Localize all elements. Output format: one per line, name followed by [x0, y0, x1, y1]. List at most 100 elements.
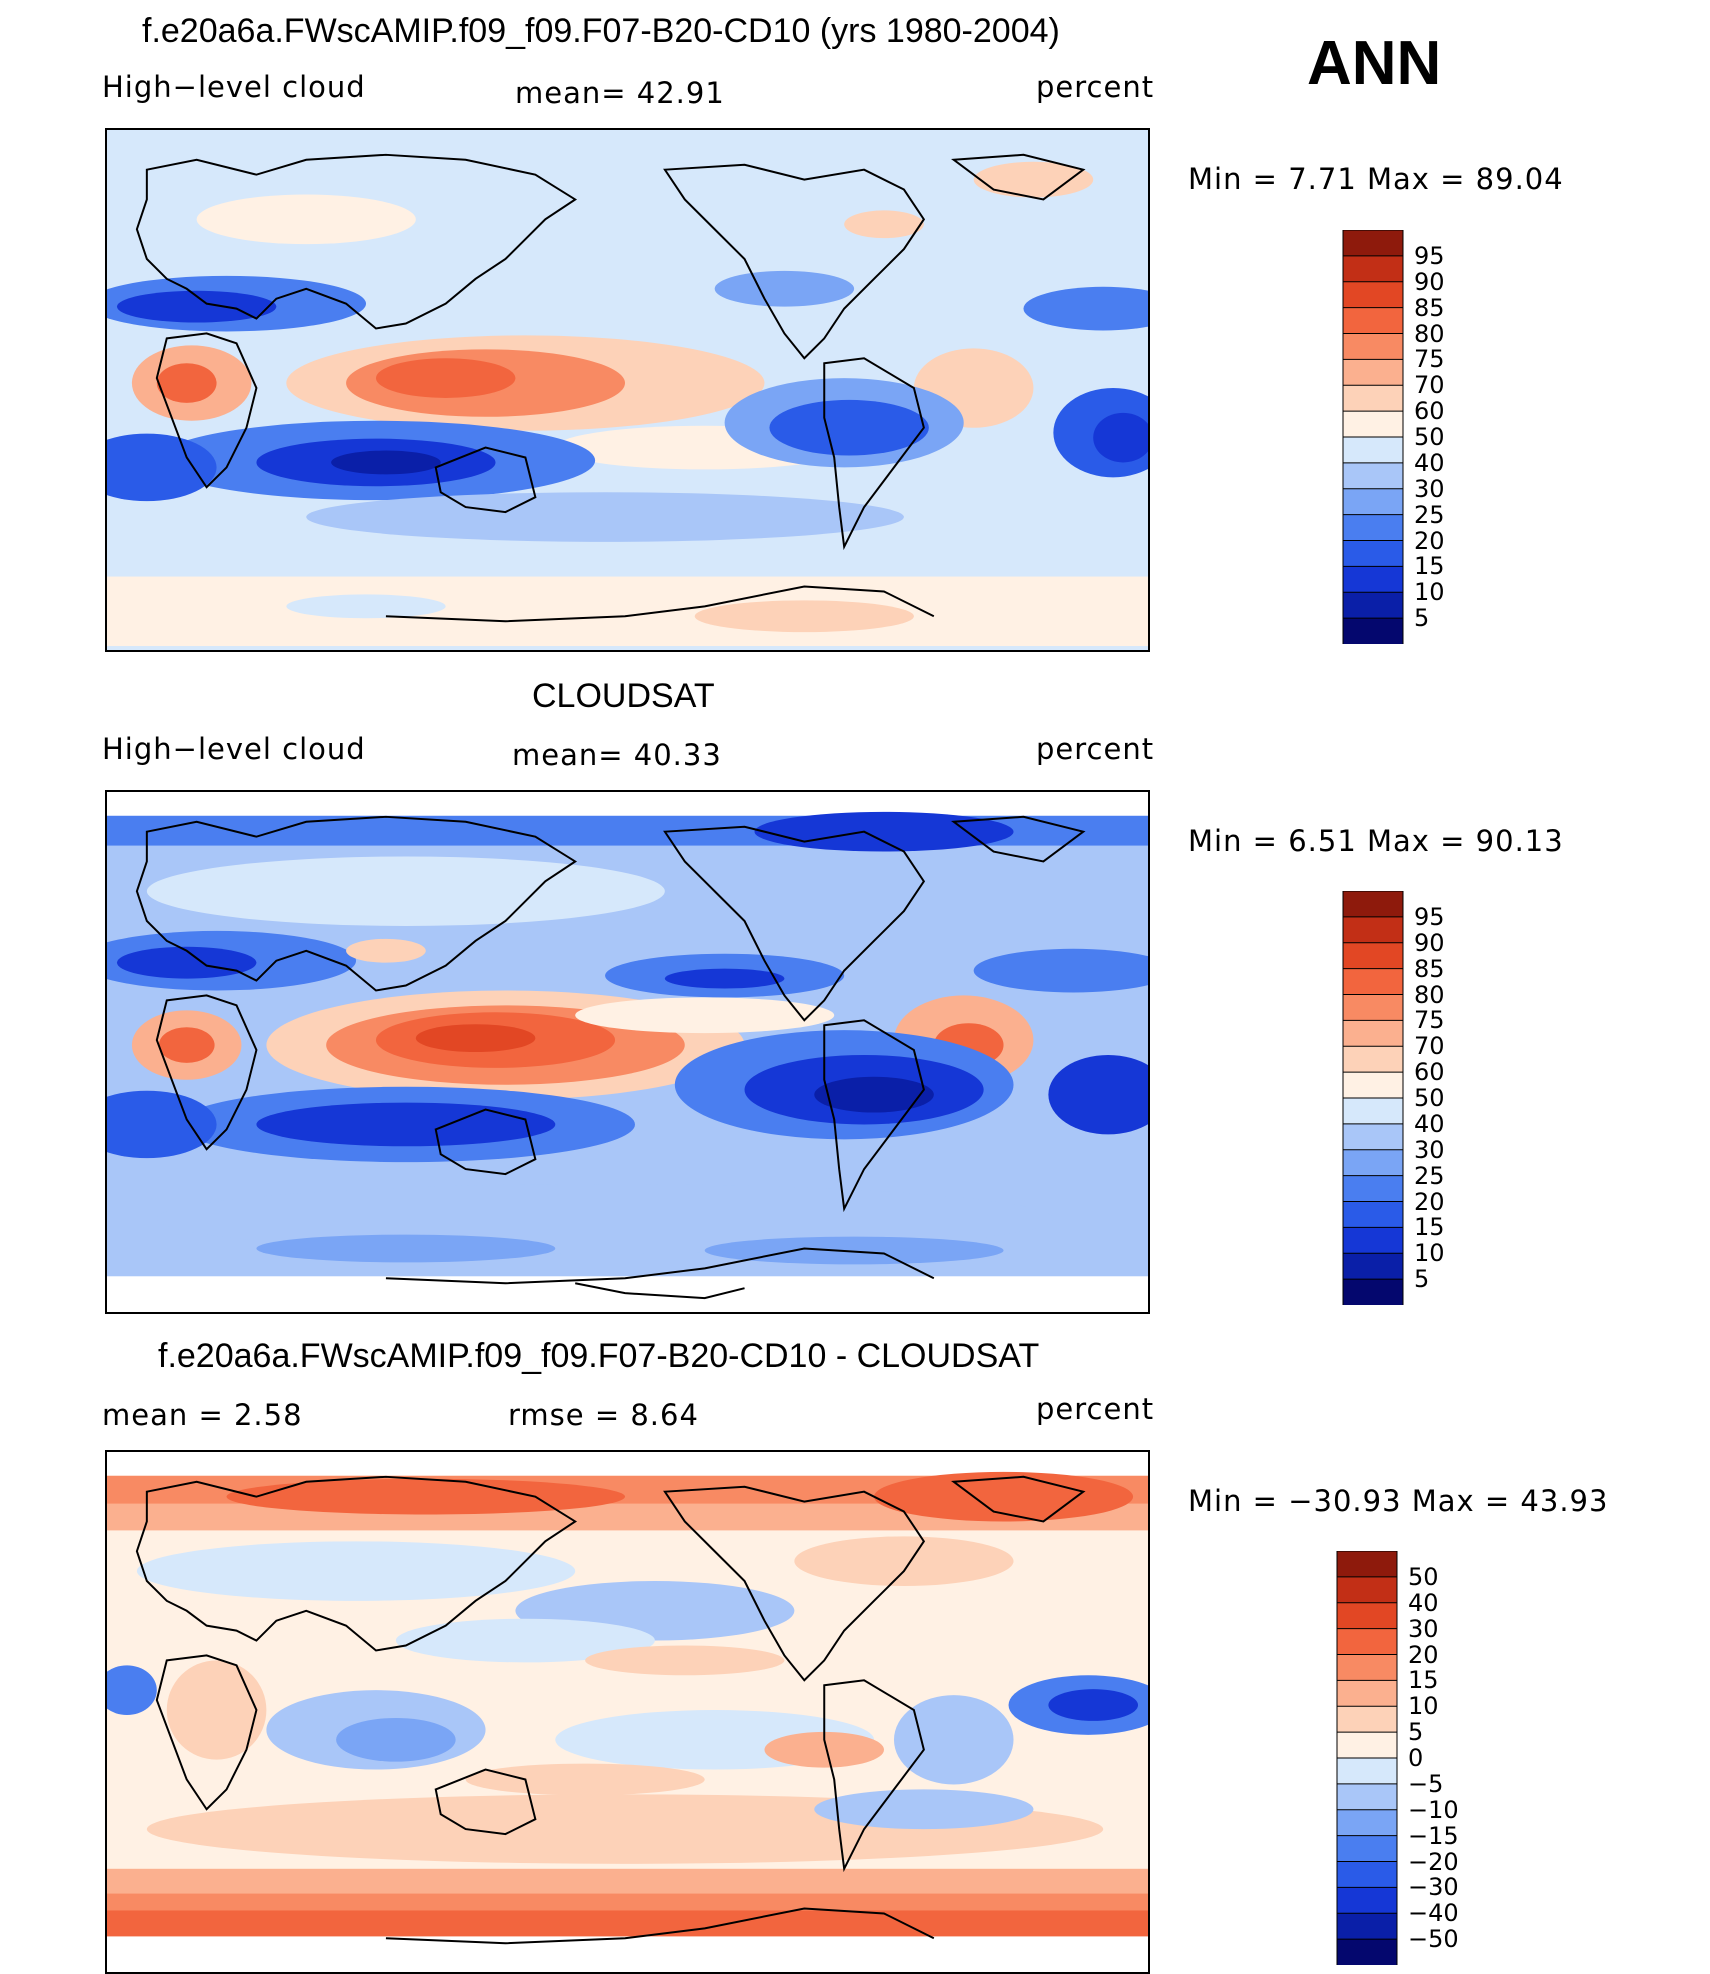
- colorbar-tick-label: 80: [1414, 980, 1445, 1009]
- colorbar-box: [1342, 565, 1404, 594]
- panel-2-map: [105, 790, 1150, 1314]
- colorbar-tick-label: 90: [1414, 267, 1445, 296]
- colorbar-tick-label: 80: [1414, 319, 1445, 348]
- contour-fill: [156, 363, 217, 403]
- colorbar-tick-label: 75: [1414, 345, 1445, 374]
- colorbar-tick-label: 50: [1408, 1562, 1439, 1591]
- colorbar-box: [1336, 1783, 1398, 1811]
- contour-fill: [893, 1695, 1014, 1785]
- colorbar-tick-label: 5: [1414, 604, 1430, 633]
- contour-fill: [375, 358, 516, 398]
- coastlines: [135, 1475, 1086, 1945]
- colorbar-box: [1342, 1019, 1404, 1048]
- contour-fill: [794, 1536, 1014, 1586]
- contour-fill: [973, 948, 1148, 993]
- contour-fill: [1048, 1689, 1139, 1721]
- contour-fill: [286, 594, 446, 619]
- colorbar-box: [1342, 333, 1404, 361]
- panel-3-map-svg: [107, 1452, 1148, 1972]
- colorbar-box: [1342, 281, 1404, 309]
- contour-fill: [331, 450, 441, 475]
- panel-3-minmax: Min = −30.93 Max = 43.93: [1188, 1484, 1609, 1518]
- contour-fill: [136, 1541, 576, 1601]
- panel-2-mean: mean= 40.33: [512, 738, 722, 772]
- colorbar-box: [1342, 1226, 1404, 1255]
- colorbar-tick-label: −5: [1408, 1769, 1444, 1798]
- season-label: ANN: [1307, 29, 1442, 98]
- colorbar-tick-label: 10: [1414, 578, 1445, 607]
- colorbar-tick-label: 40: [1408, 1588, 1439, 1617]
- contour-fill: [704, 1236, 1004, 1265]
- panel-3-rmse: rmse = 8.64: [508, 1398, 699, 1432]
- contour-fill: [694, 600, 914, 633]
- panel-3-mean: mean = 2.58: [102, 1398, 303, 1432]
- colorbar-tick-label: 15: [1408, 1666, 1439, 1695]
- colorbar-tick-label: 5: [1414, 1265, 1430, 1294]
- colorbar-box: [1342, 1045, 1404, 1074]
- contour-fill: [1093, 412, 1148, 463]
- colorbar-box: [1342, 968, 1404, 996]
- panel-2-variable-label: High−level cloud: [102, 732, 366, 766]
- panel-1-units: percent: [1036, 70, 1155, 104]
- colorbar-tick-label: 60: [1414, 397, 1445, 426]
- colorbar-tick-label: −40: [1408, 1899, 1459, 1928]
- contour-fill: [1023, 286, 1148, 331]
- panel-2-colorbar-svg: [1342, 891, 1404, 1305]
- contour-fill: [814, 1789, 1034, 1830]
- colorbar-tick-label: 85: [1414, 293, 1445, 322]
- colorbar-tick-label: 50: [1414, 423, 1445, 451]
- colorbar-box: [1336, 1551, 1398, 1578]
- colorbar-box: [1342, 916, 1404, 944]
- colorbar-box: [1342, 942, 1404, 970]
- colorbar-box: [1336, 1576, 1398, 1604]
- contour-fill: [196, 194, 416, 245]
- colorbar-box: [1342, 617, 1404, 644]
- colorbar-tick-label: 70: [1414, 1032, 1445, 1061]
- colorbar-tick-label: 50: [1414, 1084, 1445, 1112]
- colorbar-box: [1342, 410, 1404, 439]
- colorbar-tick-label: 70: [1414, 371, 1445, 400]
- colorbar-box: [1342, 540, 1404, 568]
- contour-fill: [415, 1024, 536, 1052]
- contour-fill: [346, 938, 426, 963]
- contour-fill: [107, 1090, 217, 1159]
- colorbar-tick-label: 20: [1414, 1187, 1445, 1216]
- panel-1-map: [105, 128, 1150, 652]
- colorbar-tick-label: 40: [1414, 448, 1445, 477]
- coastlines: [135, 153, 1086, 623]
- colorbar-box: [1342, 358, 1404, 387]
- colorbar-box: [1342, 1252, 1404, 1281]
- colorbar-box: [1336, 1679, 1398, 1708]
- colorbar-box: [1342, 230, 1404, 257]
- panel-2-units: percent: [1036, 732, 1155, 766]
- colorbar-box: [1336, 1705, 1398, 1734]
- colorbar-tick-label: 25: [1414, 500, 1445, 529]
- colorbar-box: [1342, 1097, 1404, 1125]
- contour-fill: [166, 1660, 267, 1760]
- panel-3-colorbar: [1336, 1551, 1398, 1965]
- colorbar-tick-label: 30: [1414, 1135, 1445, 1164]
- colorbar-tick-label: 95: [1414, 241, 1445, 270]
- colorbar-box: [1336, 1602, 1398, 1630]
- panel-3-units: percent: [1036, 1392, 1155, 1426]
- contour-fill: [116, 290, 277, 323]
- contour-fill: [336, 1717, 456, 1762]
- contour-fill: [226, 1478, 626, 1515]
- colorbar-tick-label: 30: [1414, 474, 1445, 503]
- contour-fill: [764, 1731, 885, 1768]
- contour-fill: [664, 968, 785, 989]
- colorbar-tick-label: −30: [1408, 1873, 1459, 1902]
- panel-2-map-svg: [107, 792, 1148, 1312]
- contour-fill: [116, 946, 257, 979]
- colorbar-box: [1342, 1278, 1404, 1305]
- colorbar-box: [1342, 307, 1404, 335]
- panel-1-title: f.e20a6a.FWscAMIP.f09_f09.F07-B20-CD10 (…: [142, 12, 1060, 50]
- panel-1-variable-label: High−level cloud: [102, 70, 366, 104]
- panel-3-colorbar-svg: [1336, 1551, 1398, 1965]
- colorbar-tick-label: 95: [1414, 902, 1445, 931]
- contour-fill: [844, 210, 924, 239]
- contour-fill: [465, 1763, 705, 1796]
- colorbar-tick-label: 5: [1408, 1718, 1424, 1747]
- contour-fill: [1048, 1054, 1148, 1135]
- coastlines: [135, 815, 1086, 1300]
